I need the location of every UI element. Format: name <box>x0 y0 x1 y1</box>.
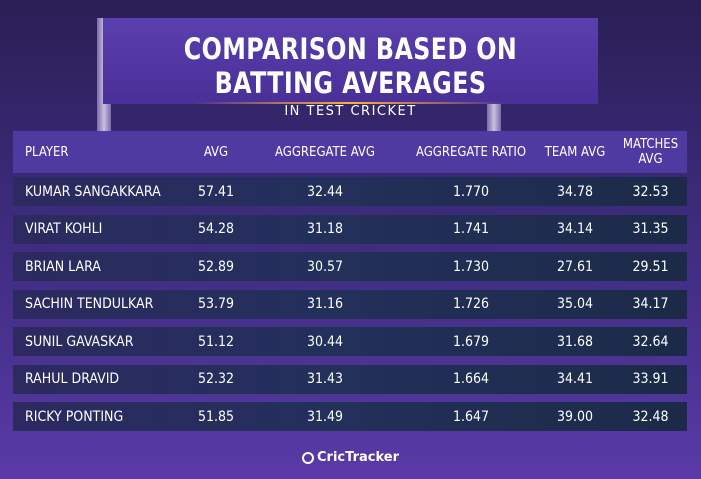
cell-aggregate-ratio: 1.741 <box>452 221 490 237</box>
cell-player: Kumar Sangakkara <box>25 183 161 200</box>
table-row: Virat Kohli 54.28 31.18 1.741 34.14 31.35 <box>13 214 687 244</box>
header-team-avg: TEAM AVG <box>544 144 606 160</box>
cell-aggregate-avg: 31.16 <box>306 296 344 312</box>
cell-avg: 53.79 <box>197 296 235 312</box>
cell-matches-avg: 32.64 <box>632 333 669 350</box>
cell-aggregate-avg: 32.44 <box>306 183 344 200</box>
chart-title: COMPARISON BASED ON BATTING AVERAGES <box>183 32 518 100</box>
table-header: PLAYER AVG AGGREGATE AVG AGGREGATE RATIO… <box>13 131 687 173</box>
cell-aggregate-avg: 31.43 <box>306 371 344 387</box>
cell-matches-avg: 31.35 <box>632 221 669 237</box>
cell-avg: 51.85 <box>197 408 235 425</box>
header-aggregate-avg: AGGREGATE AVG <box>275 144 375 160</box>
chart-subtitle: IN TEST CRICKET <box>284 104 417 119</box>
cell-player: Ricky Ponting <box>25 408 124 425</box>
header-player: PLAYER <box>25 144 69 160</box>
header-aggregate-ratio: AGGREGATE RATIO <box>415 144 527 160</box>
cell-matches-avg: 32.53 <box>632 183 669 200</box>
brand-logo: CricTracker <box>0 450 701 465</box>
title-banner: COMPARISON BASED ON BATTING AVERAGES IN … <box>103 18 598 119</box>
cell-avg: 54.28 <box>197 221 235 237</box>
table-row: Rahul Dravid 52.32 31.43 1.664 34.41 33.91 <box>13 364 687 394</box>
cell-aggregate-ratio: 1.726 <box>452 296 490 312</box>
table-row: Sachin Tendulkar 53.79 31.16 1.726 35.04 34.1… <box>13 289 687 319</box>
table-row: Sunil Gavaskar 51.12 30.44 1.679 31.68 32.64 <box>13 327 687 356</box>
cell-aggregate-avg: 30.44 <box>306 333 344 350</box>
cell-matches-avg: 34.17 <box>632 296 669 312</box>
cell-avg: 52.32 <box>197 371 235 387</box>
cell-aggregate-ratio: 1.679 <box>452 333 490 350</box>
cell-avg: 51.12 <box>197 333 235 350</box>
cell-aggregate-avg: 31.49 <box>306 408 344 425</box>
cell-aggregate-avg: 31.18 <box>306 221 344 237</box>
cell-team-avg: 34.78 <box>556 183 594 200</box>
cell-team-avg: 35.04 <box>556 296 594 312</box>
cell-matches-avg: 32.48 <box>632 408 669 425</box>
cell-aggregate-ratio: 1.664 <box>452 371 490 387</box>
brand-name: CricTracker <box>317 450 399 465</box>
cell-aggregate-ratio: 1.647 <box>452 408 490 425</box>
cell-team-avg: 34.41 <box>556 371 594 387</box>
cell-aggregate-avg: 30.57 <box>306 258 344 275</box>
cell-aggregate-ratio: 1.730 <box>452 258 490 275</box>
cell-team-avg: 27.61 <box>556 258 594 275</box>
cell-player: Rahul Dravid <box>25 371 120 387</box>
stats-table: PLAYER AVG AGGREGATE AVG AGGREGATE RATIO… <box>13 131 687 431</box>
header-avg: AVG <box>203 144 229 160</box>
cell-player: Sachin Tendulkar <box>25 296 154 312</box>
cell-team-avg: 31.68 <box>556 333 594 350</box>
cell-avg: 57.41 <box>197 183 235 200</box>
cell-avg: 52.89 <box>197 258 235 275</box>
table-row: Brian Lara 52.89 30.57 1.730 27.61 29.51 <box>13 252 687 281</box>
cell-aggregate-ratio: 1.770 <box>452 183 490 200</box>
cell-team-avg: 39.00 <box>556 408 594 425</box>
cell-player: Virat Kohli <box>25 221 103 237</box>
table-row: Ricky Ponting 51.85 31.49 1.647 39.00 32.48 <box>13 402 687 431</box>
header-matches-avg: MATCHES AVG <box>622 137 679 167</box>
cell-matches-avg: 33.91 <box>632 371 669 387</box>
cell-team-avg: 34.14 <box>556 221 594 237</box>
cell-player: Brian Lara <box>25 258 101 275</box>
cell-matches-avg: 29.51 <box>632 258 669 275</box>
table-body: Kumar Sangakkara 57.41 32.44 1.770 34.78 32.5… <box>13 177 687 431</box>
table-row: Kumar Sangakkara 57.41 32.44 1.770 34.78 32.5… <box>13 177 687 206</box>
crictracker-logo-icon <box>302 452 315 464</box>
cell-player: Sunil Gavaskar <box>25 333 134 350</box>
